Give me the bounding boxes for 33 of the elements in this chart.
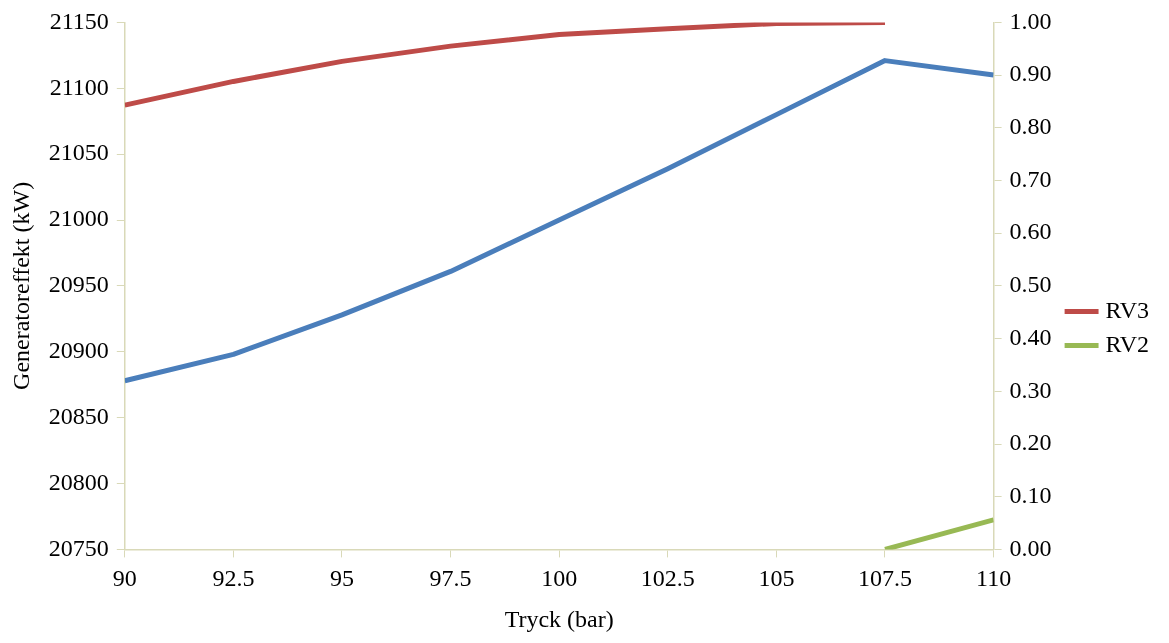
x-tick-label: 107.5	[857, 565, 912, 592]
y-tick-label: 20900	[48, 337, 109, 364]
x-tick-label: 102.5	[640, 565, 695, 592]
y2-tick-label: 0.10	[1009, 482, 1052, 508]
y2-tick-label: 0.60	[1009, 218, 1052, 245]
y-tick-label: 20950	[48, 271, 109, 298]
x-tick-label: 110	[976, 565, 1012, 592]
legend-label: RV2	[1105, 330, 1149, 357]
y-tick-label: 20800	[48, 468, 109, 495]
y2-tick-label: 1.00	[1009, 7, 1052, 34]
y-tick-label: 21000	[48, 205, 109, 232]
y-tick-label: 21050	[48, 139, 109, 166]
y2-tick-label: 0.50	[1009, 271, 1052, 298]
y-tick-label: 20850	[48, 402, 109, 429]
y2-tick-label: 0.30	[1009, 376, 1052, 403]
legend-label: RV3	[1105, 296, 1149, 323]
y2-tick-label: 0.80	[1009, 113, 1052, 140]
y2-tick-label: 0.90	[1009, 60, 1052, 87]
y2-tick-label: 0.70	[1009, 165, 1052, 192]
x-tick-label: 105	[758, 565, 795, 592]
y-axis-title: Generatoreffekt (kW)	[7, 181, 34, 390]
x-tick-label: 100	[541, 565, 578, 592]
x-tick-label: 92.5	[212, 565, 255, 592]
y2-tick-label: 0.20	[1009, 429, 1052, 456]
x-tick-label: 95	[330, 565, 354, 592]
x-tick-label: 90	[112, 565, 137, 592]
y-tick-label: 21150	[49, 7, 109, 34]
y-tick-label: 20750	[48, 534, 109, 561]
y2-tick-label: 0.00	[1009, 534, 1052, 561]
y-tick-label: 21100	[49, 73, 109, 100]
y2-tick-label: 0.40	[1009, 323, 1052, 350]
x-tick-label: 97.5	[429, 565, 472, 592]
x-axis-title: Tryck (bar)	[504, 605, 614, 632]
